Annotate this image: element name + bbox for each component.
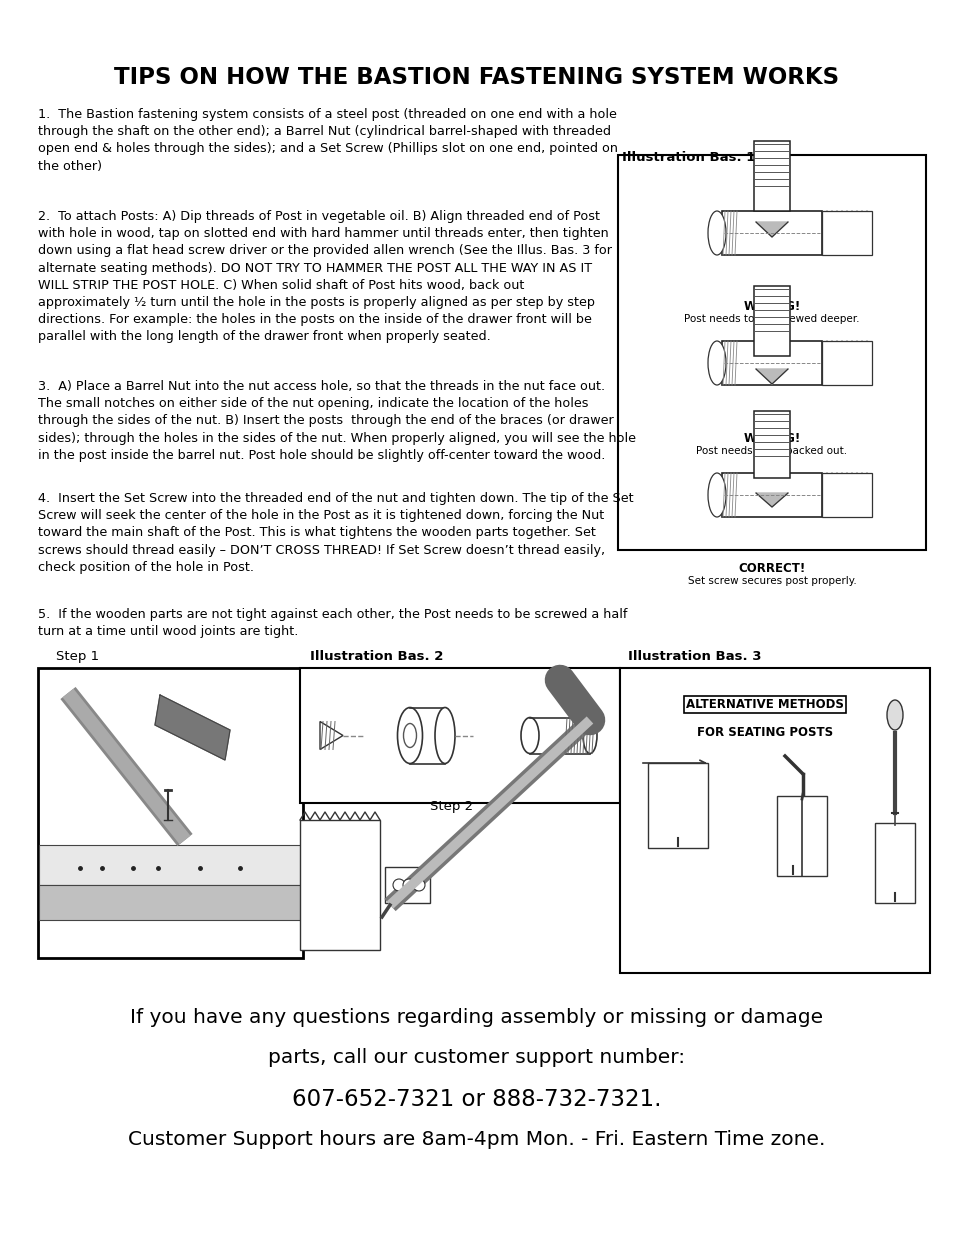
Polygon shape	[319, 721, 343, 750]
Bar	[299, 820, 379, 950]
Text: 1.  The Bastion fastening system consists of a steel post (threaded on one end w: 1. The Bastion fastening system consists…	[38, 107, 618, 173]
Text: ALTERNATIVE METHODS: ALTERNATIVE METHODS	[685, 698, 843, 711]
Text: 2.  To attach Posts: A) Dip threads of Post in vegetable oil. B) Align threaded : 2. To attach Posts: A) Dip threads of Po…	[38, 210, 612, 343]
Bar	[647, 763, 707, 848]
Circle shape	[393, 879, 405, 890]
Bar	[753, 287, 789, 356]
Text: 3.  A) Place a Barrel Nut into the nut access hole, so that the threads in the n: 3. A) Place a Barrel Nut into the nut ac…	[38, 380, 636, 462]
Ellipse shape	[707, 341, 725, 385]
Bar	[39, 885, 302, 920]
Text: 4.  Insert the Set Screw into the threaded end of the nut and tighten down. The : 4. Insert the Set Screw into the threade…	[38, 492, 633, 574]
Bar	[39, 845, 302, 885]
Bar	[874, 823, 914, 903]
Bar	[753, 411, 789, 478]
Bar	[821, 473, 871, 517]
Ellipse shape	[582, 718, 597, 753]
Bar	[776, 797, 826, 876]
Text: Illustration Bas. 1: Illustration Bas. 1	[621, 151, 755, 164]
Text: Post needs to be screwed deeper.: Post needs to be screwed deeper.	[683, 314, 859, 324]
Text: 5.  If the wooden parts are not tight against each other, the Post needs to be s: 5. If the wooden parts are not tight aga…	[38, 608, 627, 638]
Polygon shape	[755, 222, 787, 237]
Text: parts, call our customer support number:: parts, call our customer support number:	[268, 1049, 685, 1067]
Ellipse shape	[520, 718, 538, 753]
Circle shape	[413, 879, 424, 890]
Text: Illustration Bas. 2: Illustration Bas. 2	[310, 650, 443, 663]
Ellipse shape	[435, 708, 455, 763]
Ellipse shape	[707, 473, 725, 517]
Ellipse shape	[707, 211, 725, 254]
Polygon shape	[755, 493, 787, 508]
Polygon shape	[154, 695, 230, 760]
Ellipse shape	[397, 708, 422, 763]
Text: Set screw secures post properly.: Set screw secures post properly.	[687, 576, 856, 585]
Text: Customer Support hours are 8am-4pm Mon. - Fri. Eastern Time zone.: Customer Support hours are 8am-4pm Mon. …	[128, 1130, 825, 1149]
Bar	[721, 473, 821, 517]
Ellipse shape	[403, 724, 416, 747]
Bar	[821, 341, 871, 385]
Text: WRONG!: WRONG!	[742, 300, 800, 312]
Bar	[721, 211, 821, 254]
Polygon shape	[755, 369, 787, 384]
Bar	[753, 141, 789, 211]
Text: Post needs to be backed out.: Post needs to be backed out.	[696, 446, 846, 456]
Text: 607-652-7321 or 888-732-7321.: 607-652-7321 or 888-732-7321.	[292, 1088, 661, 1112]
Bar	[38, 668, 303, 958]
Text: WRONG!: WRONG!	[742, 432, 800, 445]
Bar	[618, 156, 925, 550]
Text: Step 1: Step 1	[56, 650, 99, 663]
Ellipse shape	[886, 700, 902, 730]
Bar	[619, 668, 929, 973]
Text: If you have any questions regarding assembly or missing or damage: If you have any questions regarding asse…	[131, 1008, 822, 1028]
Circle shape	[402, 879, 415, 890]
Text: Illustration Bas. 3: Illustration Bas. 3	[627, 650, 760, 663]
Text: FOR SEATING POSTS: FOR SEATING POSTS	[697, 726, 832, 739]
Text: CORRECT!: CORRECT!	[738, 562, 804, 576]
Bar	[821, 211, 871, 254]
Bar	[299, 668, 619, 803]
Bar	[385, 867, 430, 903]
Bar	[721, 341, 821, 385]
Text: Step 2: Step 2	[430, 800, 473, 813]
Text: TIPS ON HOW THE BASTION FASTENING SYSTEM WORKS: TIPS ON HOW THE BASTION FASTENING SYSTEM…	[114, 67, 839, 89]
